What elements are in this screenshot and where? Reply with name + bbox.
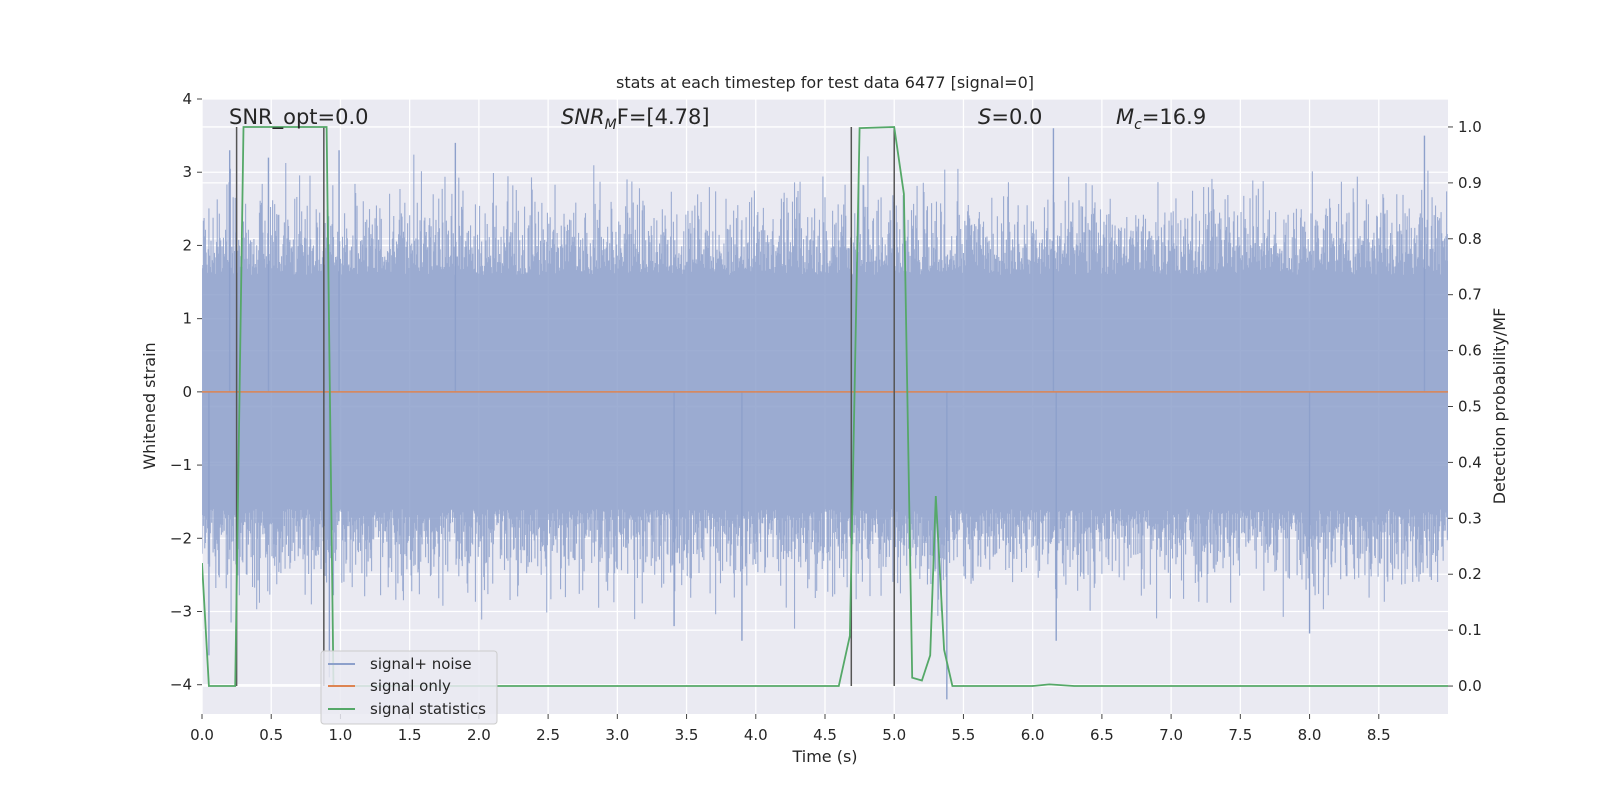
legend-label-signal-noise: signal+ noise xyxy=(370,655,472,673)
y-tick-label: −3 xyxy=(170,603,192,621)
legend: signal+ noise signal only signal statist… xyxy=(320,650,498,725)
x-tick-label: 8.5 xyxy=(1367,726,1391,744)
x-tick-label: 4.0 xyxy=(744,726,768,744)
x-tick-label: 2.0 xyxy=(467,726,491,744)
y-tick-label: 1 xyxy=(182,310,192,328)
y-tick-label: 2 xyxy=(182,236,192,254)
y2-tick-label: 0.9 xyxy=(1458,174,1482,192)
annotation-mc: Mc=16.9 xyxy=(1116,105,1206,133)
x-tick-label: 6.5 xyxy=(1090,726,1114,744)
x-tick-label: 4.5 xyxy=(813,726,837,744)
y-tick-label: 4 xyxy=(182,90,192,108)
annotation-snr-mf-rest: F=[4.78] xyxy=(617,105,710,129)
x-tick-label: 6.0 xyxy=(1021,726,1045,744)
x-tick-label: 7.0 xyxy=(1159,726,1183,744)
annotation-snr-opt: SNR_opt=0.0 xyxy=(229,105,369,130)
annotation-mc-sub: c xyxy=(1134,117,1142,133)
x-tick-label: 0.0 xyxy=(190,726,214,744)
x-tick-label: 7.5 xyxy=(1228,726,1252,744)
x-tick-label: 8.0 xyxy=(1298,726,1322,744)
annotation-mc-base: M xyxy=(1116,105,1134,129)
annotation-snr-mf-base: SNR xyxy=(561,105,605,129)
y-tick-label: −4 xyxy=(170,676,192,694)
legend-box xyxy=(320,650,498,725)
y-tick-label: −2 xyxy=(170,529,192,547)
y2-tick-label: 0.6 xyxy=(1458,342,1482,360)
y2-tick-label: 0.7 xyxy=(1458,286,1482,304)
y2-tick-label: 0.4 xyxy=(1458,453,1482,471)
x-tick-label: 1.0 xyxy=(329,726,353,744)
y-tick-label: −1 xyxy=(170,456,192,474)
x-tick-label: 0.5 xyxy=(259,726,283,744)
y2-tick-label: 0.2 xyxy=(1458,565,1482,583)
y2-tick-label: 1.0 xyxy=(1458,118,1482,136)
y-tick-label: 0 xyxy=(182,383,192,401)
x-tick-label: 3.0 xyxy=(605,726,629,744)
y2-tick-label: 0.3 xyxy=(1458,509,1482,527)
x-ticks: 0.0 0.5 1.0 1.5 2.0 2.5 3.0 3.5 4.0 4.5 5.0 5.5 6.0 6… xyxy=(190,714,1391,744)
right-y-ticks: 1.0 0.9 0.8 0.7 0.6 0.5 0.4 0.3 0.2 0.1 0.0 xyxy=(1448,118,1482,695)
series-layer xyxy=(202,126,1448,700)
y-axis-label: Whitened strain xyxy=(140,342,159,469)
y-tick-label: 3 xyxy=(182,163,192,181)
chart-title: stats at each timestep for test data 647… xyxy=(616,73,1034,92)
x-tick-label: 3.5 xyxy=(675,726,699,744)
x-tick-label: 1.5 xyxy=(398,726,422,744)
annotation-s-rest: =0.0 xyxy=(991,105,1042,129)
y2-tick-label: 0.5 xyxy=(1458,398,1482,416)
y2-axis-label: Detection probability/MF xyxy=(1490,308,1509,505)
signal-statistics-series xyxy=(202,126,1448,687)
signal-noise-series xyxy=(202,128,1448,700)
x-tick-label: 2.5 xyxy=(536,726,560,744)
annotation-mc-rest: =16.9 xyxy=(1142,105,1206,129)
annotation-snr-mf-sub: M xyxy=(605,117,617,133)
y2-tick-label: 0.8 xyxy=(1458,230,1482,248)
left-y-ticks: 4 3 2 1 0 −1 −2 −3 −4 xyxy=(170,90,202,694)
x-tick-label: 5.5 xyxy=(952,726,976,744)
legend-label-signal-statistics: signal statistics xyxy=(370,700,486,718)
legend-label-signal-only: signal only xyxy=(370,677,451,695)
annotation-snr-mf: SNRMF=[4.78] xyxy=(561,105,710,133)
annotation-s-var: S xyxy=(978,105,991,129)
annotation-s: S=0.0 xyxy=(978,105,1042,129)
y2-tick-label: 0.0 xyxy=(1458,677,1482,695)
y2-tick-label: 0.1 xyxy=(1458,621,1482,639)
x-tick-label: 5.0 xyxy=(882,726,906,744)
x-axis-label: Time (s) xyxy=(791,747,857,766)
